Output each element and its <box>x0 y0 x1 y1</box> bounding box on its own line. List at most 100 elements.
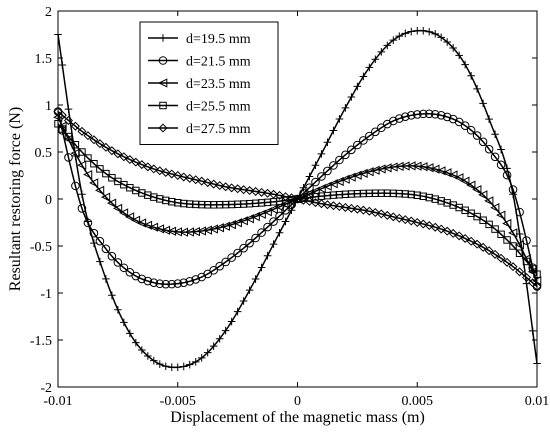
data-point <box>472 185 482 195</box>
data-point <box>454 173 464 183</box>
data-point <box>161 167 171 177</box>
data-point <box>460 121 470 130</box>
data-point <box>508 262 518 272</box>
data-point <box>515 267 525 277</box>
data-point <box>143 162 153 172</box>
legend-item: d=27.5 mm <box>148 122 251 137</box>
y-axis-label: Resultant restoring force (N) <box>7 107 24 291</box>
data-point <box>191 175 201 185</box>
data-point <box>77 126 87 136</box>
data-point <box>179 362 188 371</box>
data-point <box>179 172 189 182</box>
data-point <box>275 190 285 200</box>
x-tick-label: 0 <box>294 394 301 409</box>
data-point <box>257 187 267 197</box>
data-point <box>125 155 135 165</box>
y-tick-label: -1 <box>40 287 52 302</box>
data-point <box>57 110 67 120</box>
data-point <box>173 170 183 181</box>
data-point <box>114 305 122 314</box>
data-point <box>484 196 494 206</box>
data-point <box>113 149 123 159</box>
data-point <box>239 243 248 253</box>
data-point <box>239 297 248 305</box>
data-point <box>203 178 213 188</box>
data-point <box>63 115 73 125</box>
data-point <box>322 181 332 191</box>
data-point <box>418 109 428 119</box>
data-point <box>221 182 231 192</box>
data-point <box>251 275 260 283</box>
data-point <box>436 224 446 234</box>
data-point <box>77 204 87 213</box>
series-line <box>57 111 538 287</box>
data-point <box>479 99 487 108</box>
data-point <box>268 204 278 214</box>
data-point <box>71 141 80 149</box>
data-point <box>472 131 482 140</box>
data-point <box>83 131 93 141</box>
data-point <box>528 327 537 335</box>
data-point <box>132 338 140 347</box>
data-point <box>58 125 67 133</box>
y-tick-label: 1 <box>45 99 52 114</box>
data-point <box>454 117 464 127</box>
data-point <box>522 273 532 283</box>
data-point <box>77 160 87 170</box>
legend-item: d=25.5 mm <box>148 100 251 115</box>
data-point <box>491 225 499 233</box>
data-point <box>478 137 488 147</box>
data-point <box>120 318 128 327</box>
data-point <box>310 186 320 196</box>
legend-marker <box>158 123 168 133</box>
data-point <box>101 142 111 152</box>
data-point <box>238 216 248 226</box>
data-point <box>137 160 147 170</box>
data-point <box>233 307 242 316</box>
data-point <box>83 218 93 228</box>
data-point <box>178 227 189 237</box>
data-point <box>84 154 92 162</box>
data-point <box>401 29 410 38</box>
data-point <box>430 109 440 119</box>
y-tick-label: 2 <box>45 5 52 20</box>
data-point <box>425 27 434 36</box>
data-point <box>359 136 368 145</box>
data-point <box>94 185 105 195</box>
data-point <box>155 166 165 176</box>
data-point <box>515 207 524 217</box>
data-point <box>341 150 350 160</box>
x-tick-label: -0.01 <box>43 394 72 409</box>
data-point <box>400 112 410 121</box>
data-point <box>112 203 123 213</box>
series-d-27-5-mm <box>53 107 542 291</box>
data-point <box>58 61 67 69</box>
data-point <box>485 220 493 229</box>
legend-label: d=19.5 mm <box>186 32 251 47</box>
data-point <box>130 215 141 225</box>
data-point <box>131 157 141 167</box>
data-point <box>143 276 153 286</box>
data-point <box>232 218 242 228</box>
data-point <box>412 217 422 228</box>
y-tick-label: 1.5 <box>35 52 53 67</box>
legend-item: d=21.5 mm <box>148 55 251 70</box>
data-point <box>150 356 158 365</box>
data-point <box>490 152 500 162</box>
data-point <box>466 125 476 135</box>
data-point <box>329 126 338 135</box>
data-point <box>359 72 368 81</box>
data-point <box>334 176 344 187</box>
data-point <box>316 184 326 194</box>
data-point <box>437 33 445 42</box>
data-point <box>365 63 374 72</box>
data-point <box>522 236 531 245</box>
data-point <box>149 164 159 174</box>
data-point <box>64 132 73 141</box>
data-point <box>118 208 129 218</box>
data-point <box>460 233 470 243</box>
data-point <box>406 111 416 120</box>
data-point <box>233 184 243 194</box>
data-point <box>490 203 500 213</box>
data-point <box>149 278 159 287</box>
